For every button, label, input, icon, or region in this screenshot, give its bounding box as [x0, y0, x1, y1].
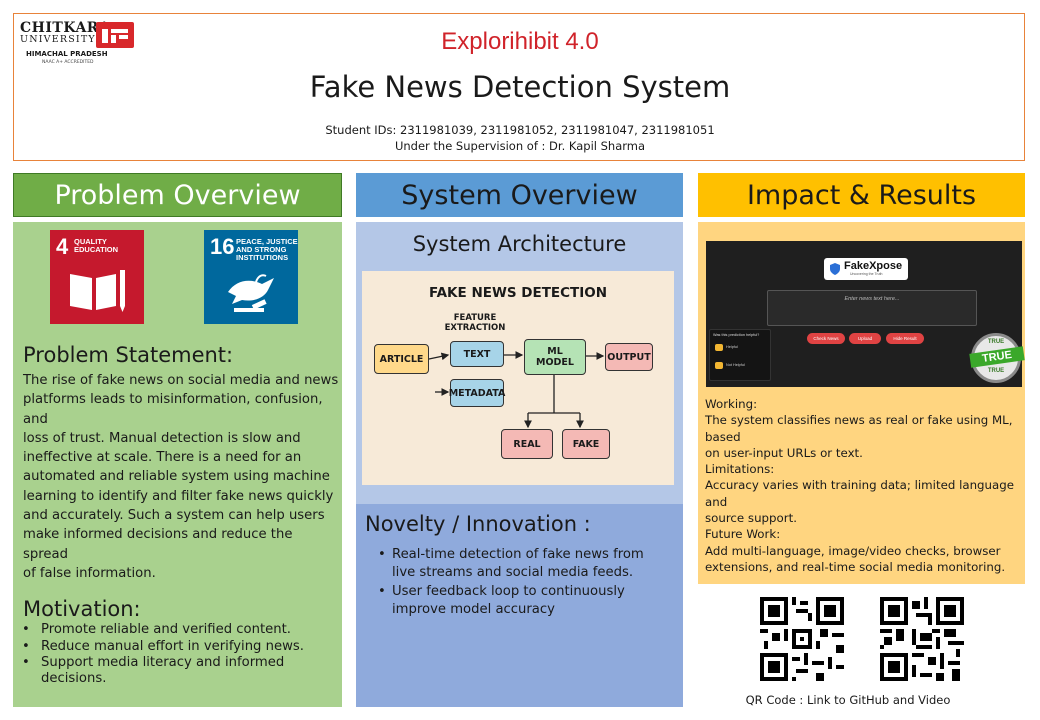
shield-icon — [830, 263, 840, 275]
limitations-line: source support. — [705, 511, 797, 526]
node-fake: FAKE — [562, 429, 610, 459]
statement-line: make informed decisions and reduce the s… — [23, 527, 293, 562]
check-news-button[interactable]: Check News — [807, 333, 845, 344]
system-overview-heading: System Overview — [356, 173, 683, 217]
future-line: extensions, and real-time social media m… — [705, 559, 1006, 574]
upload-button[interactable]: Upload — [849, 333, 881, 344]
list-item: Support media literacy and informed deci… — [13, 655, 313, 687]
sdg4-label-line1: QUALITY — [74, 237, 107, 246]
list-item: Reduce manual effort in verifying news. — [13, 639, 313, 655]
sdg16-label-line3: INSTITUTIONS — [236, 253, 289, 262]
poster-header: CHITKARA UNIVERSITY HIMACHAL PRADESH NAA… — [13, 13, 1025, 161]
statement-line: automated and reliable system using mach… — [23, 469, 330, 485]
feedback-card: Was this prediction helpful? Helpful Not… — [709, 329, 771, 381]
node-article: ARTICLE — [374, 344, 429, 374]
statement-line: ineffective at scale. There is a need fo… — [23, 450, 302, 466]
feature-line2: EXTRACTION — [444, 323, 506, 333]
sdg4-number: 4 — [56, 234, 69, 259]
app-logo-sub: Uncovering the Truth — [850, 272, 883, 276]
stamp-bottom: TRUE — [987, 368, 1005, 374]
logo-accreditation: NAAC A+ ACCREDITED — [42, 60, 94, 65]
qr-caption: QR Code : Link to GitHub and Video — [745, 693, 951, 707]
system-architecture-heading: System Architecture — [412, 232, 627, 256]
sdg16-number: 16 — [210, 234, 235, 259]
stamp-mid: TRUE — [969, 346, 1025, 368]
news-text-input[interactable]: Enter news text here... — [767, 290, 977, 326]
node-ml-model: ML MODEL — [524, 339, 586, 375]
stamp-top: TRUE — [987, 339, 1005, 345]
feedback-title: Was this prediction helpful? — [713, 333, 760, 337]
architecture-diagram: FAKE NEWS DETECTION FEATURE EXTRACTION A… — [362, 271, 674, 485]
sdg-4-quality-education: 4 QUALITY EDUCATION — [50, 230, 144, 324]
future-line: Add multi-language, image/video checks, … — [705, 543, 1001, 558]
sdg-16-peace-justice: 16 PEACE, JUSTICE AND STRONG INSTITUTION… — [204, 230, 298, 324]
feature-line1: FEATURE — [453, 313, 497, 323]
list-item: Real-time detection of fake news from li… — [364, 546, 654, 581]
qr-code-video[interactable] — [880, 597, 964, 681]
motivation-heading: Motivation: — [23, 597, 141, 621]
node-text: TEXT — [450, 341, 504, 367]
diagram-title: FAKE NEWS DETECTION — [428, 285, 608, 301]
node-output: OUTPUT — [605, 343, 653, 371]
diagram-connectors — [428, 351, 605, 429]
problem-statement-text: The rise of fake news on social media an… — [23, 371, 341, 583]
thumbs-down-icon — [715, 362, 723, 369]
sdg4-label: QUALITY EDUCATION — [74, 238, 118, 254]
book-icon — [70, 270, 125, 312]
working-line: on user-input URLs or text. — [705, 445, 863, 460]
motivation-list: Promote reliable and verified content. R… — [13, 622, 313, 688]
feedback-no[interactable]: Not Helpful — [726, 363, 745, 367]
app-logo-text: FakeXpose — [844, 260, 903, 272]
feedback-yes[interactable]: Helpful — [726, 345, 738, 349]
problem-overview-heading: Problem Overview — [13, 173, 342, 217]
qr-video-icon — [880, 597, 964, 681]
news-input-placeholder: Enter news text here... — [844, 296, 900, 302]
statement-line: of false information. — [23, 565, 156, 581]
sdg16-label-line2: AND STRONG — [236, 245, 287, 254]
working-label: Working: — [705, 397, 758, 411]
logo-university: UNIVERSITY — [20, 34, 96, 45]
sdg16-label: PEACE, JUSTICE AND STRONG INSTITUTIONS — [236, 238, 298, 262]
logo-mark-icon — [96, 22, 134, 48]
dove-gavel-icon — [228, 274, 274, 312]
node-metadata: METADATA — [449, 379, 505, 407]
limitations-line: Accuracy varies with training data; limi… — [705, 478, 1014, 509]
list-item: User feedback loop to continuously impro… — [364, 583, 654, 618]
node-real: REAL — [501, 429, 553, 459]
impact-details: Working: The system classifies news as r… — [705, 396, 1023, 575]
statement-line: loss of trust. Manual detection is slow … — [23, 430, 301, 446]
student-ids: Student IDs: 2311981039, 2311981052, 231… — [325, 123, 715, 137]
impact-results-heading: Impact & Results — [698, 173, 1025, 217]
app-logo: FakeXpose Uncovering the Truth — [824, 258, 908, 280]
ml-line1: ML — [547, 346, 563, 357]
logo-location: HIMACHAL PRADESH — [26, 50, 108, 58]
list-item: Promote reliable and verified content. — [13, 622, 313, 638]
app-screenshot: FakeXpose Uncovering the Truth Enter new… — [706, 241, 1025, 387]
logo-brand: CHITKARA — [20, 20, 111, 36]
ml-line2: MODEL — [536, 357, 574, 368]
working-line: The system classifies news as real or fa… — [705, 413, 1013, 444]
supervisor: Under the Supervision of : Dr. Kapil Sha… — [394, 139, 646, 153]
feature-extraction-label: FEATURE EXTRACTION — [430, 313, 520, 333]
novelty-heading: Novelty / Innovation : — [365, 512, 591, 536]
statement-line: The rise of fake news on social media an… — [23, 373, 339, 388]
true-stamp-icon: TRUE TRUE TRUE — [969, 333, 1025, 383]
statement-line: platforms leads to misinformation, confu… — [23, 392, 323, 427]
event-name: Explorihibit 4.0 — [441, 28, 599, 55]
statement-line: and accurately. Such a system can help u… — [23, 508, 325, 524]
future-label: Future Work: — [705, 527, 781, 542]
sdg4-label-line2: EDUCATION — [74, 245, 119, 254]
problem-statement-heading: Problem Statement: — [23, 343, 234, 367]
sdg16-label-line1: PEACE, JUSTICE — [236, 237, 298, 246]
limitations-label: Limitations: — [705, 462, 775, 477]
statement-line: learning to identify and filter fake new… — [23, 488, 334, 504]
thumbs-up-icon — [715, 344, 723, 351]
qr-code-github[interactable] — [760, 597, 844, 681]
hide-result-button[interactable]: Hide Result — [886, 333, 924, 344]
poster-title: Fake News Detection System — [309, 70, 731, 104]
novelty-list: Real-time detection of fake news from li… — [364, 546, 654, 620]
university-logo: CHITKARA UNIVERSITY HIMACHAL PRADESH NAA… — [18, 20, 138, 70]
qr-github-icon — [760, 597, 844, 681]
